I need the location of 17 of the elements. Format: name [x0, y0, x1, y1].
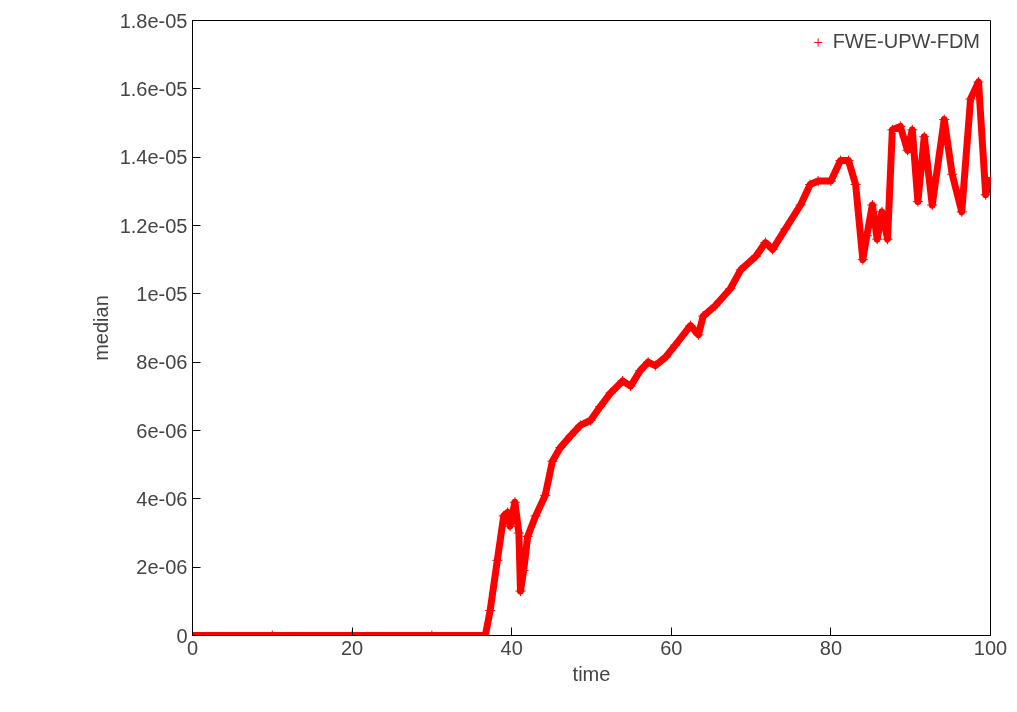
x-tick-label: 40	[500, 636, 523, 659]
x-tick-label: 80	[819, 636, 843, 659]
y-tick-label: 1.6e-05	[119, 77, 188, 100]
y-tick-label: 2e-06	[136, 556, 188, 579]
y-tick-label: 8e-06	[136, 351, 188, 374]
x-axis-title: time	[572, 662, 611, 685]
x-tick-label: 20	[340, 636, 364, 659]
y-tick-label: 1e-05	[136, 282, 188, 305]
y-tick-label: 4e-06	[136, 487, 188, 510]
x-tick-label: 60	[660, 636, 683, 659]
y-tick-label: 1.2e-05	[119, 214, 188, 237]
x-tick-label: 100	[973, 636, 1008, 659]
y-axis-title: median	[89, 295, 112, 361]
y-tick-label: 1.4e-05	[119, 146, 188, 169]
legend-label: FWE-UPW-FDM	[832, 30, 980, 53]
y-tick-label: 6e-06	[136, 419, 188, 442]
y-tick-label: 1.8e-05	[119, 9, 188, 32]
